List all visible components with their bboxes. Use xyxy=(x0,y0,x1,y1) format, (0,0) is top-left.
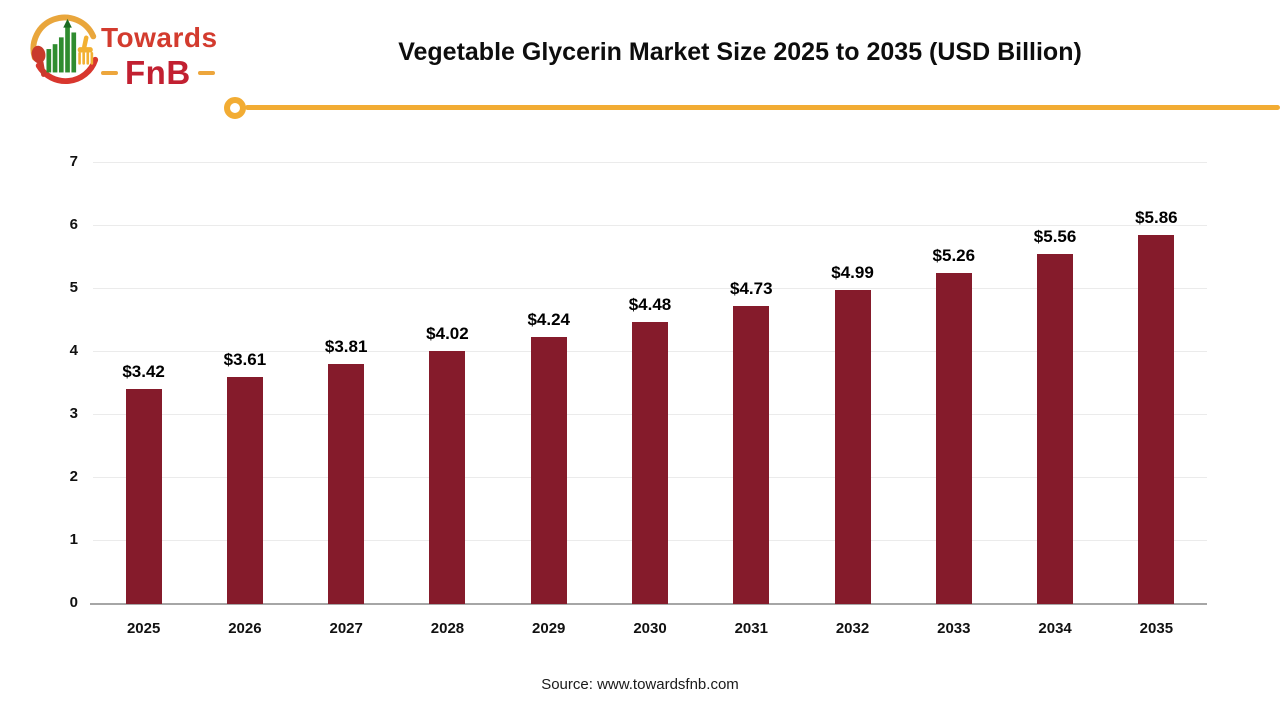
brand-name-top: Towards xyxy=(101,22,218,53)
bar xyxy=(834,290,871,604)
brand-dash-right xyxy=(197,70,215,75)
bar-value-label: $5.86 xyxy=(1135,208,1178,227)
bar-value-label: $4.73 xyxy=(729,279,773,298)
y-axis-label: 0 xyxy=(69,594,78,611)
bar-value-label: $3.81 xyxy=(324,337,368,356)
brand-name-bottom: FnB xyxy=(125,54,191,91)
brand-dash-left xyxy=(101,70,118,75)
bar-value-label: $4.02 xyxy=(426,324,469,343)
x-axis-label: 2031 xyxy=(734,620,768,637)
bar xyxy=(328,364,365,604)
logo-wordmark: Towards FnB xyxy=(101,24,231,89)
bar-value-label: $4.24 xyxy=(527,310,570,329)
bar-value-label: $3.61 xyxy=(223,350,267,369)
bar xyxy=(632,322,668,604)
x-axis-label: 2034 xyxy=(1038,620,1072,637)
chart-title: Vegetable Glycerin Market Size 2025 to 2… xyxy=(398,38,1082,66)
gridline xyxy=(93,162,1207,163)
bar-value-label: $3.42 xyxy=(122,362,165,381)
x-axis-label: 2030 xyxy=(633,620,667,637)
y-axis-label: 2 xyxy=(69,468,78,485)
bar-value-label: $5.56 xyxy=(1033,227,1077,246)
x-axis-label: 2032 xyxy=(835,620,870,637)
bar xyxy=(935,273,972,604)
bar-value-label: $4.99 xyxy=(831,263,874,282)
gridline xyxy=(93,225,1207,226)
y-axis-label: 5 xyxy=(69,279,78,296)
bar xyxy=(1138,235,1175,604)
x-axis-label: 2028 xyxy=(430,620,465,637)
x-axis-label: 2026 xyxy=(228,620,262,637)
divider-ring-icon xyxy=(224,97,246,119)
y-axis-label: 6 xyxy=(69,216,78,233)
bar xyxy=(429,351,466,604)
x-axis-label: 2025 xyxy=(126,620,161,637)
bar xyxy=(733,306,770,604)
towards-fnb-logo-icon xyxy=(30,14,99,85)
x-axis-label: 2035 xyxy=(1139,620,1174,637)
y-axis-label: 4 xyxy=(69,342,78,359)
divider-line xyxy=(245,105,1280,110)
bar-value-label: $4.48 xyxy=(628,295,672,314)
x-axis-label: 2027 xyxy=(329,620,363,637)
y-axis-label: 7 xyxy=(69,153,78,170)
y-axis-label: 1 xyxy=(69,531,78,548)
gridline xyxy=(93,288,1207,289)
bar xyxy=(226,377,263,604)
bar xyxy=(125,389,162,604)
source-text: Source: www.towardsfnb.com xyxy=(541,676,739,693)
bar xyxy=(530,337,567,604)
x-axis-label: 2033 xyxy=(937,620,971,637)
x-axis-label: 2029 xyxy=(532,620,566,637)
y-axis-label: 3 xyxy=(69,405,78,422)
bar-value-label: $5.26 xyxy=(932,246,976,265)
bar xyxy=(1037,254,1074,604)
x-axis-line xyxy=(90,603,1207,605)
